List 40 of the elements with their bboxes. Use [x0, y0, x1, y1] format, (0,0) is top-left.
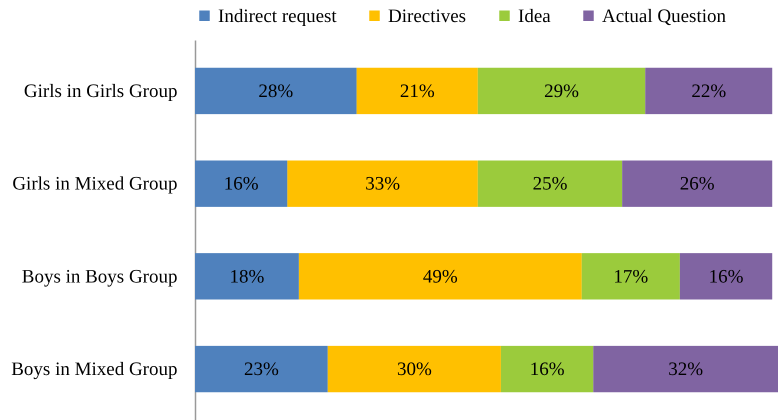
bar — [645, 68, 772, 114]
y-tick-label: Girls in Girls Group — [24, 80, 178, 102]
bar — [195, 68, 357, 114]
data-label: 32% — [668, 359, 704, 380]
data-label: 49% — [422, 266, 458, 288]
data-label: 16% — [708, 266, 744, 288]
bar — [622, 160, 772, 207]
legend-label: Directives — [388, 6, 466, 27]
data-label: 25% — [532, 174, 568, 195]
y-tick-label: Boys in Boys Group — [22, 266, 178, 288]
bar — [500, 346, 594, 392]
data-label: 18% — [230, 266, 265, 288]
bar — [478, 160, 622, 207]
bar — [680, 253, 772, 300]
data-label: 22% — [691, 80, 726, 102]
data-label: 30% — [396, 359, 432, 380]
y-tick-label: Boys in Mixed Group — [11, 359, 178, 380]
bar — [582, 253, 680, 300]
data-label: 26% — [680, 174, 715, 195]
bar — [593, 346, 778, 392]
data-label: 29% — [544, 80, 580, 102]
bar — [195, 253, 299, 300]
data-label: 33% — [365, 174, 400, 195]
data-label: 16% — [530, 359, 565, 380]
y-tick-label: Girls in Mixed Group — [12, 174, 178, 195]
legend-label: Actual Question — [602, 6, 726, 27]
bar — [195, 346, 328, 392]
legend-label: Indirect request — [218, 6, 338, 27]
bar — [478, 68, 646, 114]
bar — [287, 160, 478, 207]
legend-label: Idea — [518, 6, 552, 27]
bar — [195, 160, 288, 207]
bar — [356, 68, 478, 114]
data-label: 23% — [244, 359, 279, 380]
data-label: 17% — [613, 266, 648, 288]
bar — [328, 346, 501, 392]
data-label: 16% — [224, 174, 259, 195]
bar — [298, 253, 582, 300]
data-label: 21% — [400, 80, 435, 102]
data-label: 28% — [258, 80, 294, 102]
